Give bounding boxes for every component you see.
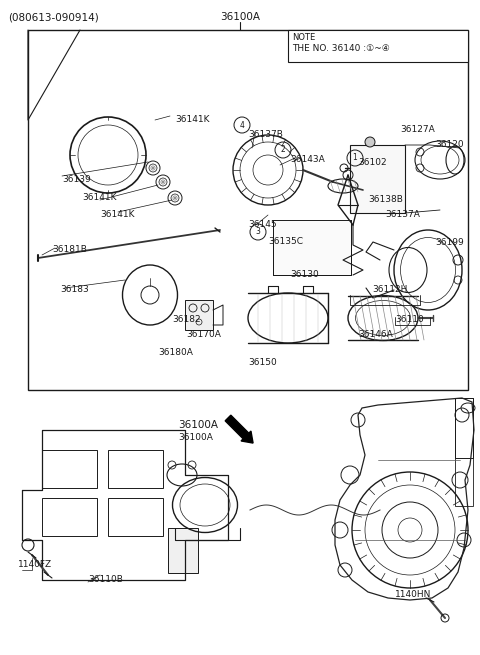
Bar bbox=[273, 220, 351, 275]
Bar bbox=[350, 145, 405, 213]
Text: 36182: 36182 bbox=[172, 315, 201, 324]
Text: 36141K: 36141K bbox=[100, 210, 134, 219]
Text: 36145: 36145 bbox=[248, 220, 276, 229]
Text: 36137B: 36137B bbox=[248, 130, 283, 139]
Text: 1140FZ: 1140FZ bbox=[18, 560, 52, 569]
Bar bbox=[108, 498, 163, 536]
FancyArrow shape bbox=[225, 415, 253, 443]
Text: 36180A: 36180A bbox=[158, 348, 193, 357]
Text: 36141K: 36141K bbox=[82, 193, 117, 202]
Text: 36135C: 36135C bbox=[268, 237, 303, 246]
Bar bbox=[288, 30, 468, 62]
Bar bbox=[42, 498, 97, 536]
Text: 36181B: 36181B bbox=[52, 245, 87, 254]
Text: 36150: 36150 bbox=[248, 358, 277, 367]
Text: 1140HN: 1140HN bbox=[395, 590, 432, 599]
Text: 36112H: 36112H bbox=[372, 285, 408, 294]
Bar bbox=[455, 398, 473, 506]
Text: 36100A: 36100A bbox=[178, 420, 218, 430]
Text: 36110: 36110 bbox=[395, 315, 424, 324]
Text: 36141K: 36141K bbox=[175, 115, 209, 124]
Text: 36146A: 36146A bbox=[358, 330, 393, 339]
Circle shape bbox=[365, 137, 375, 147]
Text: 36130: 36130 bbox=[290, 270, 319, 279]
Text: 36100A: 36100A bbox=[178, 433, 213, 442]
Text: 36183: 36183 bbox=[60, 285, 89, 294]
Text: 36199: 36199 bbox=[435, 238, 464, 247]
Text: 36120: 36120 bbox=[435, 140, 464, 149]
Text: 36127A: 36127A bbox=[400, 125, 435, 134]
Text: 36170A: 36170A bbox=[186, 330, 221, 339]
Bar bbox=[108, 450, 163, 488]
Text: 36100A: 36100A bbox=[220, 12, 260, 22]
Bar bbox=[28, 30, 468, 390]
Text: 36102: 36102 bbox=[358, 158, 386, 167]
Bar bbox=[185, 300, 213, 330]
Text: THE NO. 36140 :①~④: THE NO. 36140 :①~④ bbox=[292, 44, 390, 53]
Text: 36137A: 36137A bbox=[385, 210, 420, 219]
Bar bbox=[455, 398, 473, 458]
Text: (080613-090914): (080613-090914) bbox=[8, 12, 99, 22]
Bar bbox=[168, 528, 198, 573]
Text: 36138B: 36138B bbox=[368, 195, 403, 204]
Bar bbox=[42, 450, 97, 488]
Text: NOTE: NOTE bbox=[292, 33, 315, 42]
Text: 36139: 36139 bbox=[62, 175, 91, 184]
Text: 36110B: 36110B bbox=[88, 575, 123, 584]
Text: 3: 3 bbox=[255, 227, 261, 236]
Text: 36143A: 36143A bbox=[290, 155, 325, 164]
Text: 4: 4 bbox=[240, 121, 244, 130]
Text: 1: 1 bbox=[353, 153, 358, 162]
Text: 2: 2 bbox=[281, 145, 286, 155]
